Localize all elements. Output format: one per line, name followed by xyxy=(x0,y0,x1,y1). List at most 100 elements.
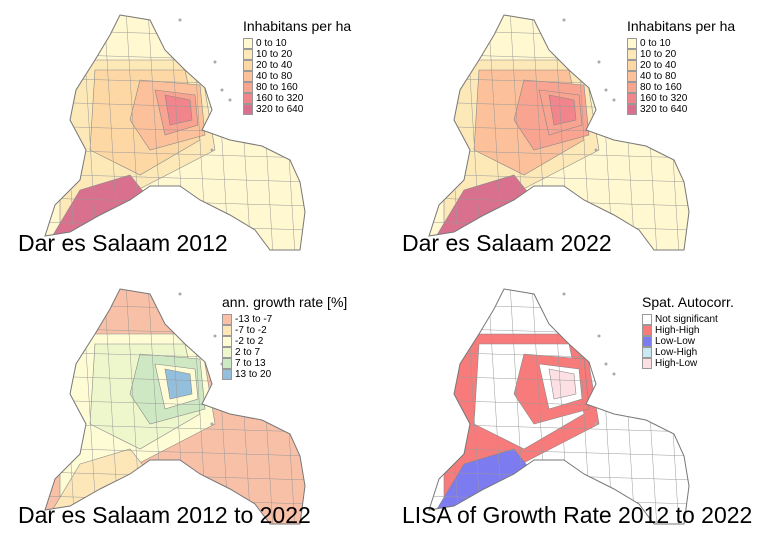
district-region xyxy=(548,94,577,126)
island xyxy=(594,422,598,426)
island xyxy=(213,60,217,64)
legend-label: 320 to 640 xyxy=(640,104,688,115)
legend-item: 160 to 320 xyxy=(243,93,351,104)
district-region xyxy=(548,368,577,400)
legend-swatch xyxy=(222,347,232,358)
legend-label: 2 to 7 xyxy=(235,347,261,358)
legend-label: 80 to 160 xyxy=(256,82,298,93)
legend-swatch xyxy=(243,82,253,93)
legend-item: High-Low xyxy=(642,358,734,369)
legend-label: 80 to 160 xyxy=(640,82,682,93)
legend-swatch xyxy=(642,358,652,369)
map-panel-2022: Dar es Salaam 2022 Inhabitans per ha 0 to… xyxy=(384,0,768,274)
legend-item: -7 to -2 xyxy=(222,325,347,336)
legend-swatch xyxy=(627,71,637,82)
legend-swatch xyxy=(243,93,253,104)
district-boundary xyxy=(429,447,689,457)
legend-item: 7 to 13 xyxy=(222,358,347,369)
legend-label: 0 to 10 xyxy=(640,38,671,49)
legend-item: Not significant xyxy=(642,314,734,325)
panel-title: Dar es Salaam 2012 to 2022 xyxy=(18,502,311,528)
legend-item: -2 to 2 xyxy=(222,336,347,347)
island xyxy=(604,88,608,92)
legend-swatch xyxy=(627,60,637,71)
panel-title: Dar es Salaam 2012 xyxy=(18,230,228,256)
legend-label: 160 to 320 xyxy=(640,93,688,104)
legend-swatch xyxy=(627,104,637,115)
legend-swatch xyxy=(243,71,253,82)
island xyxy=(178,292,182,296)
district-boundary xyxy=(213,15,230,250)
city-outline xyxy=(428,14,690,251)
legend-label: 160 to 320 xyxy=(256,93,304,104)
legend-label: Not significant xyxy=(655,314,718,325)
legend-title: ann. growth rate [%] xyxy=(222,294,348,310)
legend-label: High-Low xyxy=(655,358,698,369)
legend-label: 7 to 13 xyxy=(235,358,266,369)
city-outline xyxy=(428,288,690,525)
legend: Inhabitans per ha 0 to 10 10 to 20 20 to 40… xyxy=(627,18,735,115)
legend-swatch xyxy=(222,336,232,347)
legend-item: 20 to 40 xyxy=(627,60,735,71)
legend-label: 13 to 20 xyxy=(235,369,272,380)
legend-item: 320 to 640 xyxy=(243,104,351,115)
legend-label: Low-Low xyxy=(655,336,696,347)
island xyxy=(562,18,566,22)
map-lisa xyxy=(428,288,690,525)
legend-item: 10 to 20 xyxy=(627,49,735,60)
legend-title: Inhabitans per ha xyxy=(627,18,736,34)
island xyxy=(612,372,616,376)
legend-label: High-High xyxy=(655,325,700,336)
district-region xyxy=(164,94,193,126)
map-density-2012 xyxy=(44,14,306,251)
legend-swatch xyxy=(642,336,652,347)
island xyxy=(210,422,214,426)
legend-item: 320 to 640 xyxy=(627,104,735,115)
legend-swatch xyxy=(627,93,637,104)
legend-item: 2 to 7 xyxy=(222,347,347,358)
panel-title: LISA of Growth Rate 2012 to 2022 xyxy=(402,502,753,528)
legend-item: 40 to 80 xyxy=(243,71,351,82)
district-region xyxy=(164,368,193,400)
island xyxy=(594,148,598,152)
legend-item: 0 to 10 xyxy=(627,38,735,49)
map-growth-rate xyxy=(44,288,306,525)
legend-item: 0 to 10 xyxy=(243,38,351,49)
legend-swatch xyxy=(243,49,253,60)
legend-swatch xyxy=(642,325,652,336)
island xyxy=(612,98,616,102)
legend-item: High-High xyxy=(642,325,734,336)
legend-swatch xyxy=(243,60,253,71)
legend-label: 20 to 40 xyxy=(256,60,293,71)
city-outline xyxy=(44,14,306,251)
island xyxy=(210,148,214,152)
district-boundary xyxy=(429,173,689,183)
legend-item: 10 to 20 xyxy=(243,49,351,60)
legend-item: 80 to 160 xyxy=(627,82,735,93)
legend-swatch xyxy=(627,49,637,60)
legend-title: Spat. Autocorr. xyxy=(642,294,734,310)
legend-item: 20 to 40 xyxy=(243,60,351,71)
island xyxy=(178,18,182,22)
legend-item: 13 to 20 xyxy=(222,369,347,380)
legend-label: Low-High xyxy=(655,347,698,358)
legend-swatch xyxy=(222,314,232,325)
city-outline xyxy=(44,288,306,525)
legend-item: 40 to 80 xyxy=(627,71,735,82)
legend-label: 10 to 20 xyxy=(640,49,677,60)
district-boundary xyxy=(597,15,614,250)
legend-swatch xyxy=(627,38,637,49)
legend-item: 80 to 160 xyxy=(243,82,351,93)
legend: Spat. Autocorr. Not significant High-High L… xyxy=(642,294,734,369)
island xyxy=(228,98,232,102)
legend-swatch xyxy=(627,82,637,93)
district-boundary xyxy=(45,447,305,457)
district-boundary xyxy=(45,173,305,183)
legend: Inhabitans per ha 0 to 10 10 to 20 20 to 40… xyxy=(243,18,351,115)
legend-label: -2 to 2 xyxy=(235,336,264,347)
island xyxy=(604,362,608,366)
legend-label: 40 to 80 xyxy=(256,71,293,82)
legend: ann. growth rate [%] -13 to -7 -7 to -2 -2 … xyxy=(222,294,347,380)
legend-swatch xyxy=(642,314,652,325)
island xyxy=(597,60,601,64)
